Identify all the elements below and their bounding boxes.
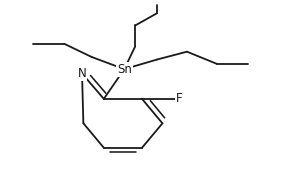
Text: Sn: Sn xyxy=(117,63,132,76)
Text: N: N xyxy=(78,67,86,80)
Text: F: F xyxy=(176,92,183,105)
